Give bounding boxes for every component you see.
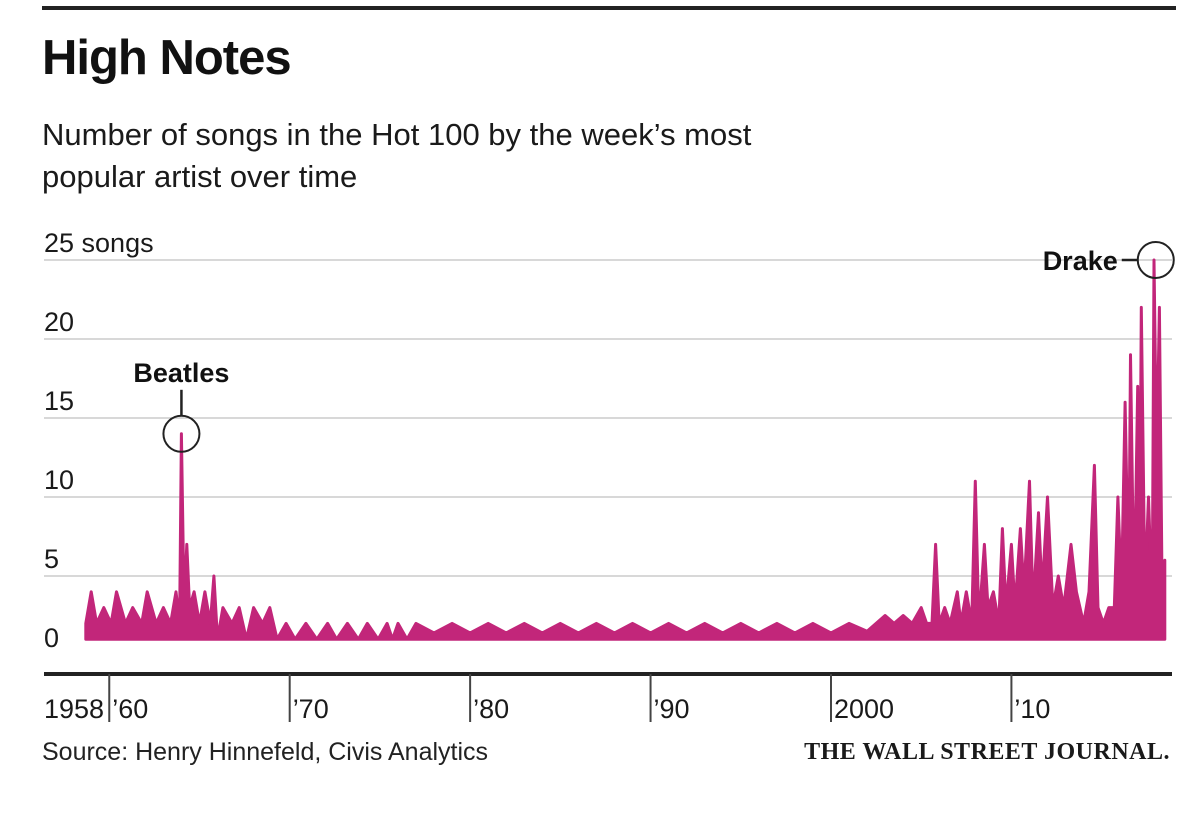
chart-title: High Notes bbox=[42, 31, 292, 85]
y-tick-label: 20 bbox=[44, 307, 74, 337]
x-tick-label: ’80 bbox=[473, 694, 509, 724]
chart-subtitle: Number of songs in the Hot 100 by the we… bbox=[42, 117, 752, 194]
x-tick-label: ’70 bbox=[293, 694, 329, 724]
x-tick-label: ’90 bbox=[654, 694, 690, 724]
y-tick-label: 5 bbox=[44, 544, 59, 574]
y-tick-label: 10 bbox=[44, 465, 74, 495]
series-area bbox=[84, 258, 1167, 641]
x-tick-label: 2000 bbox=[834, 694, 894, 724]
annotation-label: Beatles bbox=[133, 358, 229, 388]
x-tick-label: ’60 bbox=[112, 694, 148, 724]
publisher-credit: THE WALL STREET JOURNAL. bbox=[804, 739, 1170, 765]
y-tick-label: 15 bbox=[44, 386, 74, 416]
top-rule bbox=[42, 6, 1176, 10]
annotation-label: Drake bbox=[1043, 246, 1118, 276]
source-note: Source: Henry Hinnefeld, Civis Analytics bbox=[42, 738, 489, 766]
x-tick-label: 1958 bbox=[44, 694, 104, 724]
y-tick-label: 0 bbox=[44, 623, 59, 653]
x-tick-label: ’10 bbox=[1014, 694, 1050, 724]
y-tick-label: 25 songs bbox=[44, 228, 154, 258]
